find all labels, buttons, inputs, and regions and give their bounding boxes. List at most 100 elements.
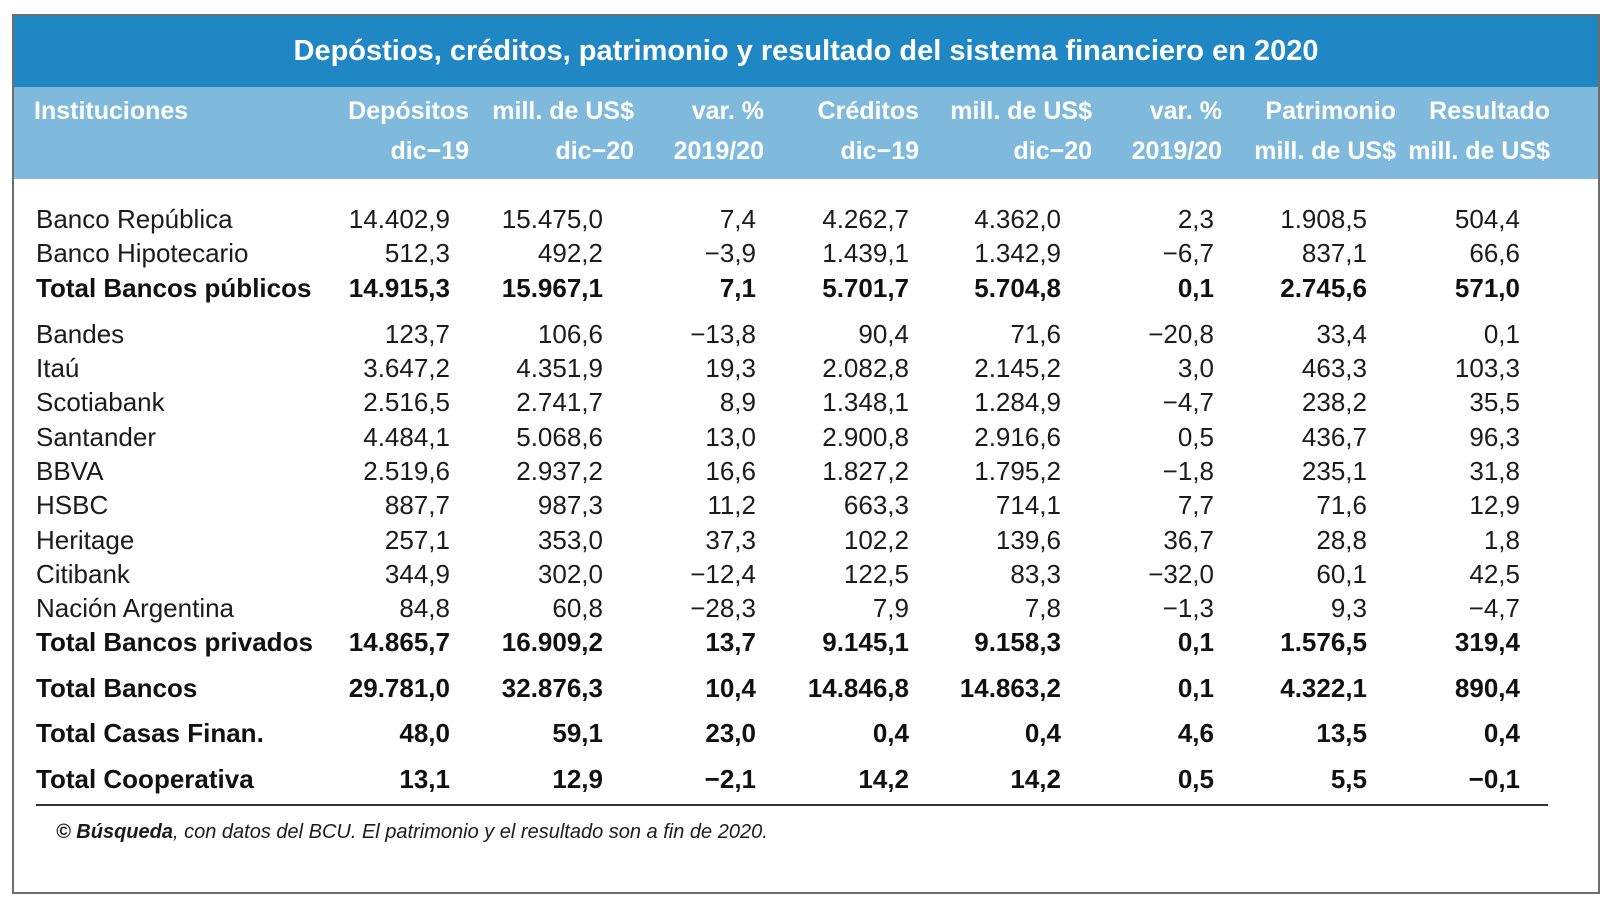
table-cell: 28,8 (1316, 525, 1367, 555)
table-cell: 7,7 (1177, 490, 1214, 520)
row-label: Nación Argentina (36, 593, 235, 623)
table-cell: 235,1 (1301, 456, 1367, 486)
table-cell: −12,4 (690, 559, 756, 589)
table-cell: 0,4 (1024, 718, 1061, 748)
table-cell: 436,7 (1301, 422, 1367, 452)
table-cell: 102,2 (843, 525, 909, 555)
row-label: HSBC (36, 490, 109, 520)
table-cell: −4,7 (1468, 593, 1520, 623)
column-header-line1: Patrimonio (1265, 97, 1396, 125)
column-header: Resultado mill. de US$ (1396, 91, 1550, 171)
table-row: Total Cooperativa 13,1 12,9 −2,1 14,2 14,2 0,5… (14, 761, 1598, 797)
row-label: Total Bancos públicos (36, 273, 312, 303)
table-cell: 9.158,3 (974, 627, 1061, 657)
table-cell: 15.475,0 (501, 204, 603, 234)
column-header-line2: 2019/20 (1131, 137, 1222, 165)
table-cell: 29.781,0 (348, 673, 450, 703)
table-cell: 3.647,2 (363, 353, 450, 383)
table-cell: 463,3 (1301, 353, 1367, 383)
column-header: mill. de US$ dic−20 (479, 91, 634, 171)
table-cell: 12,9 (1469, 490, 1520, 520)
table-cell: 36,7 (1163, 525, 1214, 555)
column-header-line2: dic−20 (555, 137, 634, 165)
table-cell: 714,1 (995, 490, 1061, 520)
column-header-line1: mill. de US$ (950, 97, 1092, 125)
table-cell: 7,4 (719, 204, 756, 234)
table-cell: 887,7 (384, 490, 450, 520)
column-header-line1: Instituciones (34, 97, 189, 125)
table-row: Nación Argentina 84,8 60,8 −28,3 7,9 7,8 −1,3 9… (14, 590, 1598, 626)
table-cell: 1.348,1 (822, 387, 909, 417)
table-cell: 23,0 (705, 718, 756, 748)
table-cell: 33,4 (1316, 319, 1367, 349)
column-header: Créditos dic−19 (784, 91, 919, 171)
table-cell: 7,1 (719, 273, 756, 303)
table-cell: 31,8 (1469, 456, 1520, 486)
table-cell: 4.322,1 (1280, 673, 1367, 703)
table-cell: 0,1 (1177, 273, 1214, 303)
header-band: Instituciones Depósitos dic−19 mill. de US$… (14, 87, 1598, 179)
table-cell: 9,3 (1330, 593, 1367, 623)
table-cell: −1,8 (1162, 456, 1214, 486)
row-label: BBVA (36, 456, 104, 486)
column-header: var. % 2019/20 (1074, 91, 1222, 171)
footer-divider (36, 804, 1548, 806)
table-cell: 59,1 (552, 718, 603, 748)
row-label: Santander (36, 422, 156, 452)
table-cell: 8,9 (719, 387, 756, 417)
table-cell: 60,8 (552, 593, 603, 623)
table-cell: 14,2 (1010, 764, 1061, 794)
table-cell: 7,9 (872, 593, 909, 623)
row-label: Itaú (36, 353, 80, 383)
table-cell: 0,1 (1177, 673, 1214, 703)
table-cell: 84,8 (399, 593, 450, 623)
column-header: mill. de US$ dic−20 (924, 91, 1092, 171)
table-cell: 42,5 (1469, 559, 1520, 589)
table-cell: 16.909,2 (501, 627, 603, 657)
table-cell: 66,6 (1469, 238, 1520, 268)
table-cell: 2.900,8 (822, 422, 909, 452)
table-cell: 15.967,1 (501, 273, 603, 303)
table-cell: 2.082,8 (822, 353, 909, 383)
table-cell: 83,3 (1010, 559, 1061, 589)
table-cell: 139,6 (995, 525, 1061, 555)
column-header-line2: dic−19 (390, 137, 469, 165)
table-cell: 2,3 (1177, 204, 1214, 234)
table-cell: 122,5 (843, 559, 909, 589)
table-cell: 103,3 (1454, 353, 1520, 383)
column-header-line2: mill. de US$ (1254, 137, 1396, 165)
table-cell: 0,4 (872, 718, 909, 748)
table-cell: 4.351,9 (516, 353, 603, 383)
column-header-line1: var. % (691, 97, 764, 125)
table-cell: −13,8 (690, 319, 756, 349)
table-row: Total Bancos 29.781,0 32.876,3 10,4 14.846,8… (14, 670, 1598, 706)
table-cell: 1.908,5 (1280, 204, 1367, 234)
table-cell: 1,8 (1483, 525, 1520, 555)
table-cell: 2.745,6 (1280, 273, 1367, 303)
source-brand: © Búsqueda (56, 821, 173, 843)
table-cell: 123,7 (384, 319, 450, 349)
table-row: Banco Hipotecario 512,3 492,2 −3,9 1.439,1 1.… (14, 235, 1598, 271)
table-cell: 2.519,6 (363, 456, 450, 486)
table-frame: Depóstios, créditos, patrimonio y result… (12, 14, 1600, 894)
column-header-line1: Resultado (1429, 97, 1550, 125)
table-cell: 0,5 (1177, 764, 1214, 794)
source-note: © Búsqueda, con datos del BCU. El patrim… (56, 819, 768, 845)
table-cell: 35,5 (1469, 387, 1520, 417)
table-row: Heritage 257,1 353,0 37,3 102,2 139,6 36,7 28,8… (14, 522, 1598, 558)
table-cell: 60,1 (1316, 559, 1367, 589)
table-cell: 492,2 (537, 238, 603, 268)
table-row: Santander 4.484,1 5.068,6 13,0 2.900,8 2.916,… (14, 419, 1598, 455)
table-row: Total Bancos públicos 14.915,3 15.967,1 7,1… (14, 270, 1598, 306)
table-cell: 302,0 (537, 559, 603, 589)
source-text: , con datos del BCU. El patrimonio y el … (172, 821, 768, 843)
table-cell: 71,6 (1010, 319, 1061, 349)
table-cell: 0,1 (1483, 319, 1520, 349)
column-header-line2: mill. de US$ (1408, 137, 1550, 165)
table-cell: 2.516,5 (363, 387, 450, 417)
table-cell: −2,1 (704, 764, 756, 794)
table-row: Bandes 123,7 106,6 −13,8 90,4 71,6 −20,8 33,4 0,… (14, 316, 1598, 352)
table-cell: 14.915,3 (348, 273, 450, 303)
table-cell: 14.846,8 (807, 673, 909, 703)
table-cell: 5.068,6 (516, 422, 603, 452)
